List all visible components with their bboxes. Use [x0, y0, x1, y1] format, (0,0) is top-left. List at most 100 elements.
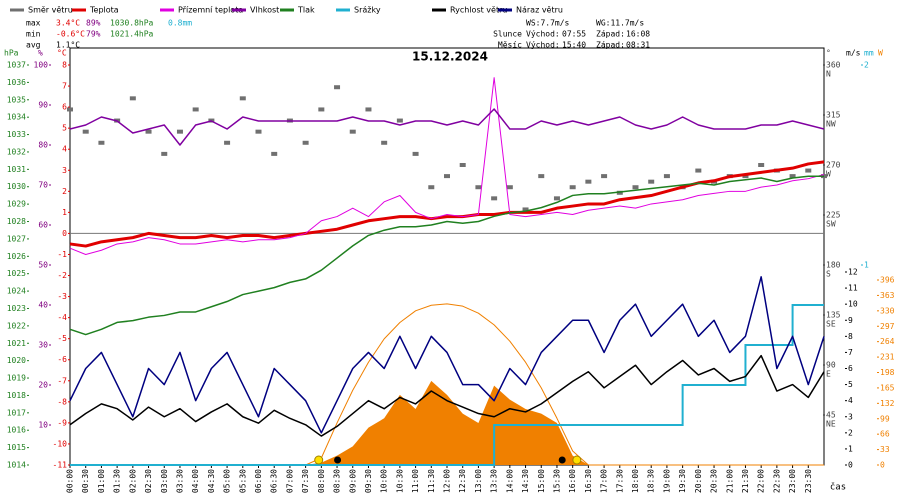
series-line: [69, 108, 825, 146]
x-tick-label: 07:00: [285, 469, 294, 493]
stat-value: 1030.8hPa: [110, 19, 154, 28]
y-tick-label: 1: [848, 444, 853, 453]
series-line: [70, 304, 824, 466]
y-tick-label: 1021: [7, 339, 26, 348]
y-tick-label: 90: [38, 101, 48, 110]
y-tick-label: 90: [826, 361, 836, 370]
x-tick-label: 06:00: [254, 469, 263, 493]
x-tick-label: 14:00: [505, 469, 514, 493]
chart-title: 15.12.2024: [412, 50, 488, 64]
direction-mark: [601, 174, 608, 179]
stat-value: 1021.4hPa: [110, 30, 154, 39]
x-tick-label: 20:30: [710, 469, 719, 493]
x-tick-label: 02:00: [128, 469, 137, 493]
astro-time: 08:31: [626, 41, 650, 50]
x-tick-label: 10:30: [395, 469, 404, 493]
direction-mark: [67, 107, 73, 112]
axis-unit: m/s: [846, 49, 861, 58]
legend-label: Náraz větru: [516, 6, 563, 15]
legend-label: Teplota: [89, 6, 119, 15]
y-tick-label: 6: [848, 364, 853, 373]
y-tick-label: 360: [826, 61, 841, 70]
y-tick-label: 7: [62, 82, 67, 91]
legend-label: Srážky: [354, 6, 381, 15]
y-tick-label: -8: [57, 397, 67, 406]
y-tick-label: -7: [57, 376, 67, 385]
sun-marker: [572, 455, 582, 465]
stat-label: min: [26, 30, 41, 39]
direction-mark: [334, 85, 341, 90]
y-tick-label: -11: [53, 461, 68, 470]
y-tick-label: 2: [848, 428, 853, 437]
y-tick-label: 66: [880, 430, 890, 439]
legend-label: Rychlost větru: [450, 6, 507, 15]
series-line: [69, 175, 824, 336]
x-tick-label: 11:30: [427, 469, 436, 493]
y-tick-label: -6: [57, 355, 67, 364]
y-tick-label: 1022: [7, 321, 26, 330]
y-tick-label: -1: [57, 250, 67, 259]
y-tick-label: 132: [880, 399, 895, 408]
x-tick-label: 21:00: [725, 469, 734, 493]
y-tick-label: 1018: [7, 391, 26, 400]
compass-label: SW: [826, 220, 836, 229]
legend-label: Vlhkost: [250, 6, 279, 15]
x-tick-label: 22:00: [757, 469, 766, 493]
compass-label: N: [826, 70, 831, 79]
y-tick-label: 270: [826, 161, 841, 170]
x-tick-label: 23:00: [788, 469, 797, 493]
direction-mark: [82, 129, 89, 134]
y-tick-label: 1015: [7, 443, 26, 452]
sun-marker: [314, 455, 324, 465]
y-tick-label: 315: [826, 111, 841, 120]
y-tick-label: 1026: [7, 252, 26, 261]
y-tick-label: 1037: [7, 61, 26, 70]
y-tick-label: 1017: [7, 408, 26, 417]
direction-mark: [318, 107, 325, 112]
y-tick-label: -4: [57, 313, 67, 322]
direction-mark: [522, 207, 529, 212]
stat-value: 89%: [86, 19, 101, 28]
direction-mark: [663, 174, 670, 179]
x-tick-label: 04:00: [191, 469, 200, 493]
astro-label: Slunce: [493, 30, 522, 39]
x-tick-label: 23:30: [804, 469, 813, 493]
astro-label: Východ:: [526, 41, 560, 50]
y-tick-label: 6: [62, 103, 67, 112]
y-tick-label: 363: [880, 291, 895, 300]
y-tick-label: 40: [38, 301, 48, 310]
y-tick-label: 1: [864, 261, 869, 270]
direction-mark: [475, 185, 482, 190]
y-tick-label: 45: [826, 411, 836, 420]
y-tick-label: 1033: [7, 130, 26, 139]
direction-mark: [239, 96, 246, 101]
legend-label: Tlak: [297, 6, 315, 15]
y-tick-label: -5: [57, 334, 67, 343]
y-tick-label: 1016: [7, 426, 26, 435]
radiation-area: [70, 380, 824, 465]
stat-label: avg: [26, 41, 41, 50]
y-tick-label: 11: [848, 284, 858, 293]
y-tick-label: 396: [880, 276, 895, 285]
series-line: [69, 354, 825, 437]
direction-mark: [538, 174, 545, 179]
x-tick-label: 12:30: [458, 469, 467, 493]
direction-mark: [349, 129, 356, 134]
compass-label: W: [826, 170, 831, 179]
direction-mark: [444, 174, 450, 179]
stat-label: max: [26, 19, 41, 28]
direction-mark: [412, 151, 419, 156]
axis-unit: hPa: [4, 49, 19, 58]
x-tick-label: 19:30: [678, 469, 687, 493]
x-tick-label: 02:30: [144, 469, 153, 493]
x-tick-label: 01:00: [97, 469, 106, 493]
wind-info: WG:11.7m/s: [596, 19, 644, 28]
stat-value: 1.1°C: [56, 41, 80, 50]
stat-value: 0.8mm: [168, 19, 192, 28]
direction-mark: [491, 196, 498, 201]
y-tick-label: 0: [62, 229, 67, 238]
axis-unit: %: [38, 49, 43, 58]
y-tick-label: 1032: [7, 147, 26, 156]
y-tick-label: 1034: [7, 113, 26, 122]
